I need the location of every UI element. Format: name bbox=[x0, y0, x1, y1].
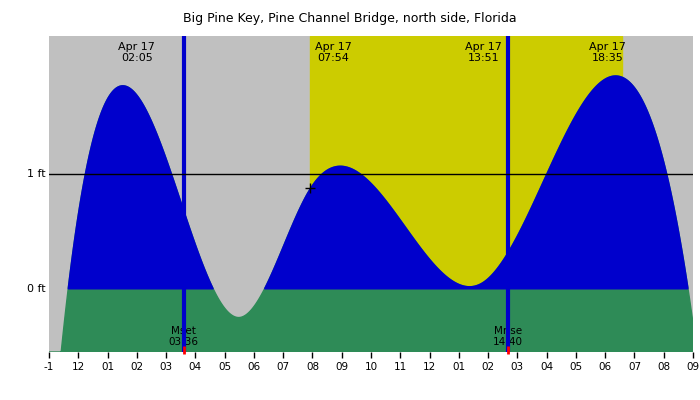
Bar bbox=[309, 36, 622, 352]
Text: 1 ft: 1 ft bbox=[27, 169, 46, 179]
Text: 0 ft: 0 ft bbox=[27, 284, 46, 294]
Text: Big Pine Key, Pine Channel Bridge, north side, Florida: Big Pine Key, Pine Channel Bridge, north… bbox=[183, 12, 517, 25]
Text: Apr 17
13:51: Apr 17 13:51 bbox=[466, 42, 502, 63]
Text: Mrise
14:40: Mrise 14:40 bbox=[493, 326, 523, 348]
Text: Mset
03:36: Mset 03:36 bbox=[169, 326, 199, 348]
Text: Apr 17
18:35: Apr 17 18:35 bbox=[589, 42, 626, 63]
Text: Apr 17
07:54: Apr 17 07:54 bbox=[314, 42, 351, 63]
Text: Apr 17
02:05: Apr 17 02:05 bbox=[118, 42, 155, 63]
